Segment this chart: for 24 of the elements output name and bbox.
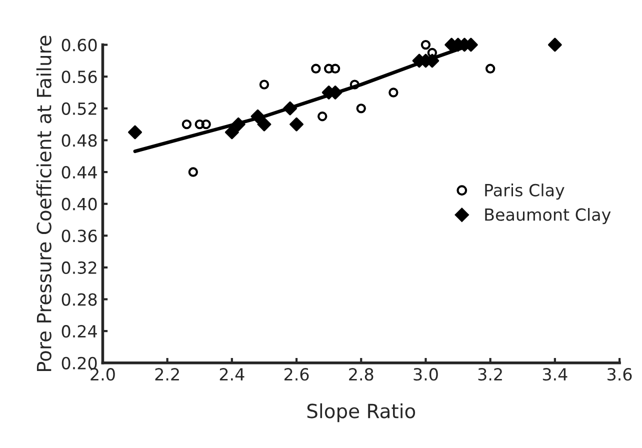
x-tick-label: 3.6 <box>608 368 632 381</box>
y-tick-label: 0.44 <box>62 166 97 179</box>
x-tick-label: 2.2 <box>155 368 179 380</box>
y-tick-label: 0.36 <box>62 230 97 242</box>
y-tick-label: 0.60 <box>62 38 97 52</box>
legend-label: Paris Clay <box>485 184 564 200</box>
legend-label: Beaumont Clay <box>485 208 611 224</box>
y-tick-label: 0.32 <box>62 261 96 274</box>
y-tick-label: 0.20 <box>62 356 97 370</box>
y-tick-label: 0.40 <box>62 198 97 210</box>
y-tick-label: 0.56 <box>62 70 97 84</box>
x-tick-label: 3.2 <box>478 368 502 381</box>
y-tick-label: 0.52 <box>62 102 96 115</box>
x-tick-label: 2.4 <box>220 368 244 380</box>
x-tick-label: 3.0 <box>414 368 438 381</box>
x-tick-label: 2.8 <box>349 368 374 381</box>
y-tick-label: 0.28 <box>62 293 97 306</box>
y-tick-label: 0.48 <box>62 134 97 147</box>
x-tick-label: 2.0 <box>90 368 115 381</box>
y-tick-label: 0.24 <box>62 325 97 338</box>
y-axis-title: Pore Pressure Coefficient at Failure <box>36 36 52 372</box>
x-axis-title: Slope Ratio <box>307 403 416 422</box>
x-tick-label: 2.6 <box>284 368 309 381</box>
x-tick-label: 3.4 <box>542 368 568 381</box>
